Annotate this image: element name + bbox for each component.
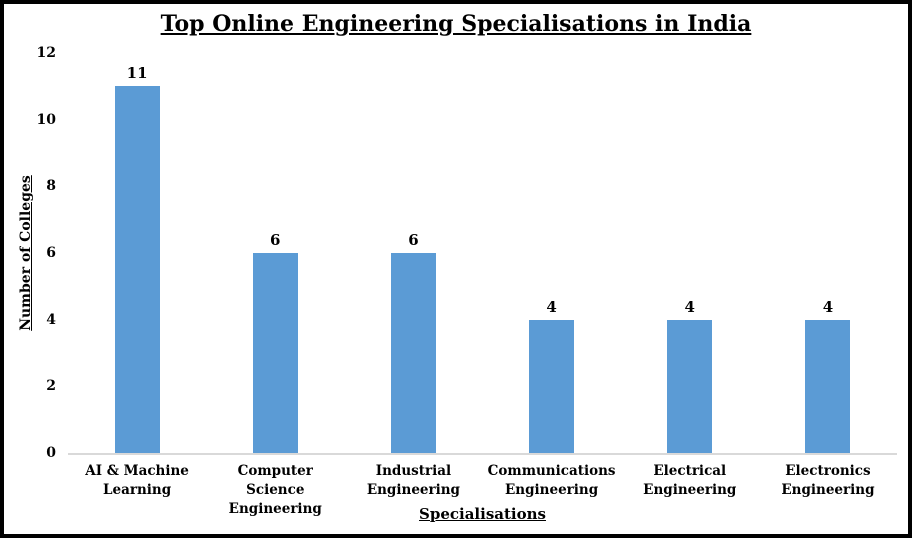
x-category-label: AI & Machine Learning bbox=[68, 462, 206, 519]
bar-column: 4 bbox=[483, 53, 621, 453]
x-category-label-text: Electronics Engineering bbox=[781, 463, 875, 498]
bar bbox=[529, 319, 575, 453]
chart-title: Top Online Engineering Specialisations i… bbox=[160, 11, 752, 37]
bar-column: 6 bbox=[344, 53, 482, 453]
bar-value-label: 6 bbox=[408, 231, 419, 249]
y-tick-label: 8 bbox=[46, 178, 56, 195]
bar-series: 11 6 6 4 4 4 bbox=[68, 53, 897, 453]
y-tick-label: 6 bbox=[46, 245, 56, 261]
x-category-labels: AI & Machine Learning Computer Science En… bbox=[68, 462, 897, 519]
bar bbox=[114, 86, 160, 453]
x-category-label: Computer Science Engineering bbox=[206, 462, 344, 519]
y-tick-label: 10 bbox=[36, 111, 56, 128]
x-category-label: Electrical Engineering bbox=[621, 462, 759, 519]
y-tick-label: 4 bbox=[46, 311, 56, 328]
y-tick-label: 2 bbox=[46, 378, 56, 395]
bar-value-label: 11 bbox=[126, 64, 148, 83]
bar-value-label: 4 bbox=[546, 297, 557, 316]
bar-column: 11 bbox=[68, 53, 206, 453]
y-axis-ticks: 0 2 4 6 8 10 12 bbox=[4, 45, 56, 461]
x-category-label: Industrial Engineering bbox=[344, 462, 482, 519]
x-category-label-text: Communications Engineering bbox=[487, 463, 616, 498]
bar-column: 6 bbox=[206, 53, 344, 453]
x-category-label: Electronics Engineering bbox=[759, 462, 897, 519]
bar bbox=[390, 253, 436, 453]
y-tick-label: 12 bbox=[36, 45, 56, 61]
bar-value-label: 6 bbox=[270, 231, 281, 249]
bar bbox=[667, 319, 713, 453]
x-category-label-text: Industrial Engineering bbox=[366, 463, 460, 498]
bar-value-label: 4 bbox=[822, 297, 834, 316]
x-category-label-text: Electrical Engineering bbox=[643, 463, 737, 498]
x-category-label-text: Computer Science Engineering bbox=[228, 463, 322, 517]
bar bbox=[252, 253, 298, 453]
bar-column: 4 bbox=[759, 53, 897, 453]
bar-value-label: 4 bbox=[684, 297, 695, 316]
bar bbox=[805, 319, 851, 453]
bar-column: 4 bbox=[621, 53, 759, 453]
x-category-label: Communications Engineering bbox=[483, 462, 621, 519]
plot-area: 11 6 6 4 4 4 bbox=[68, 53, 897, 455]
x-category-label-text: AI & Machine Learning bbox=[85, 463, 189, 498]
x-axis-title: Specialisations bbox=[419, 505, 546, 523]
y-tick-label: 0 bbox=[46, 445, 56, 461]
